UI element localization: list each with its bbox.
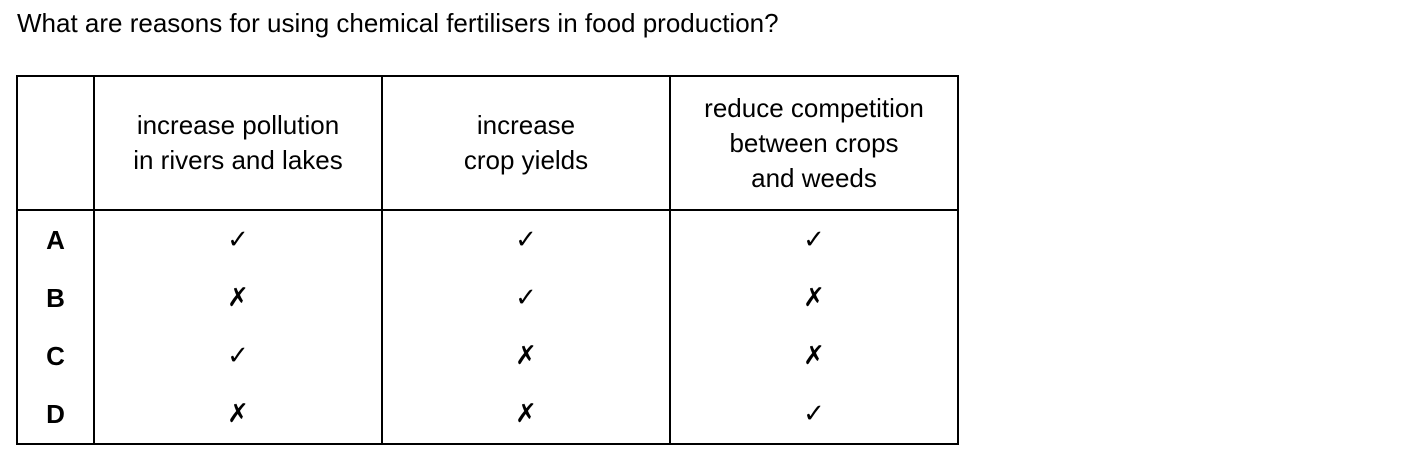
column-header-pollution: increase pollution in rivers and lakes (93, 75, 383, 211)
mark-cell: ✓ (669, 385, 959, 445)
column-header-crop-yields: increase crop yields (381, 75, 671, 211)
mark-cell: ✓ (381, 210, 671, 269)
question-text: What are reasons for using chemical fert… (17, 8, 779, 38)
column-header-label: reduce competition between crops and wee… (704, 92, 924, 193)
mark-cell: ✗ (93, 385, 383, 445)
option-row-a: A ✓ ✓ ✓ (16, 210, 959, 269)
option-key: C (16, 327, 95, 385)
mark-cell: ✓ (93, 327, 383, 385)
mark-cell: ✓ (381, 269, 671, 327)
mark-cell: ✗ (381, 385, 671, 445)
column-header-label: increase crop yields (463, 110, 589, 175)
mark-cell: ✓ (93, 210, 383, 269)
option-row-b: B ✗ ✓ ✗ (16, 269, 959, 327)
mark-cell: ✓ (669, 210, 959, 269)
header-row: increase pollution in rivers and lakes i… (16, 75, 959, 211)
option-key: B (16, 269, 95, 327)
column-header-competition: reduce competition between crops and wee… (669, 75, 959, 211)
mark-cell: ✗ (669, 269, 959, 327)
column-header-label: increase pollution in rivers and lakes (133, 110, 343, 175)
mark-cell: ✗ (93, 269, 383, 327)
mark-cell: ✗ (669, 327, 959, 385)
option-row-c: C ✓ ✗ ✗ (16, 327, 959, 385)
options-table: increase pollution in rivers and lakes i… (16, 75, 959, 445)
option-key: A (16, 210, 95, 269)
option-row-d: D ✗ ✗ ✓ (16, 385, 959, 445)
corner-cell (16, 75, 95, 211)
option-key: D (16, 385, 95, 445)
mark-cell: ✗ (381, 327, 671, 385)
